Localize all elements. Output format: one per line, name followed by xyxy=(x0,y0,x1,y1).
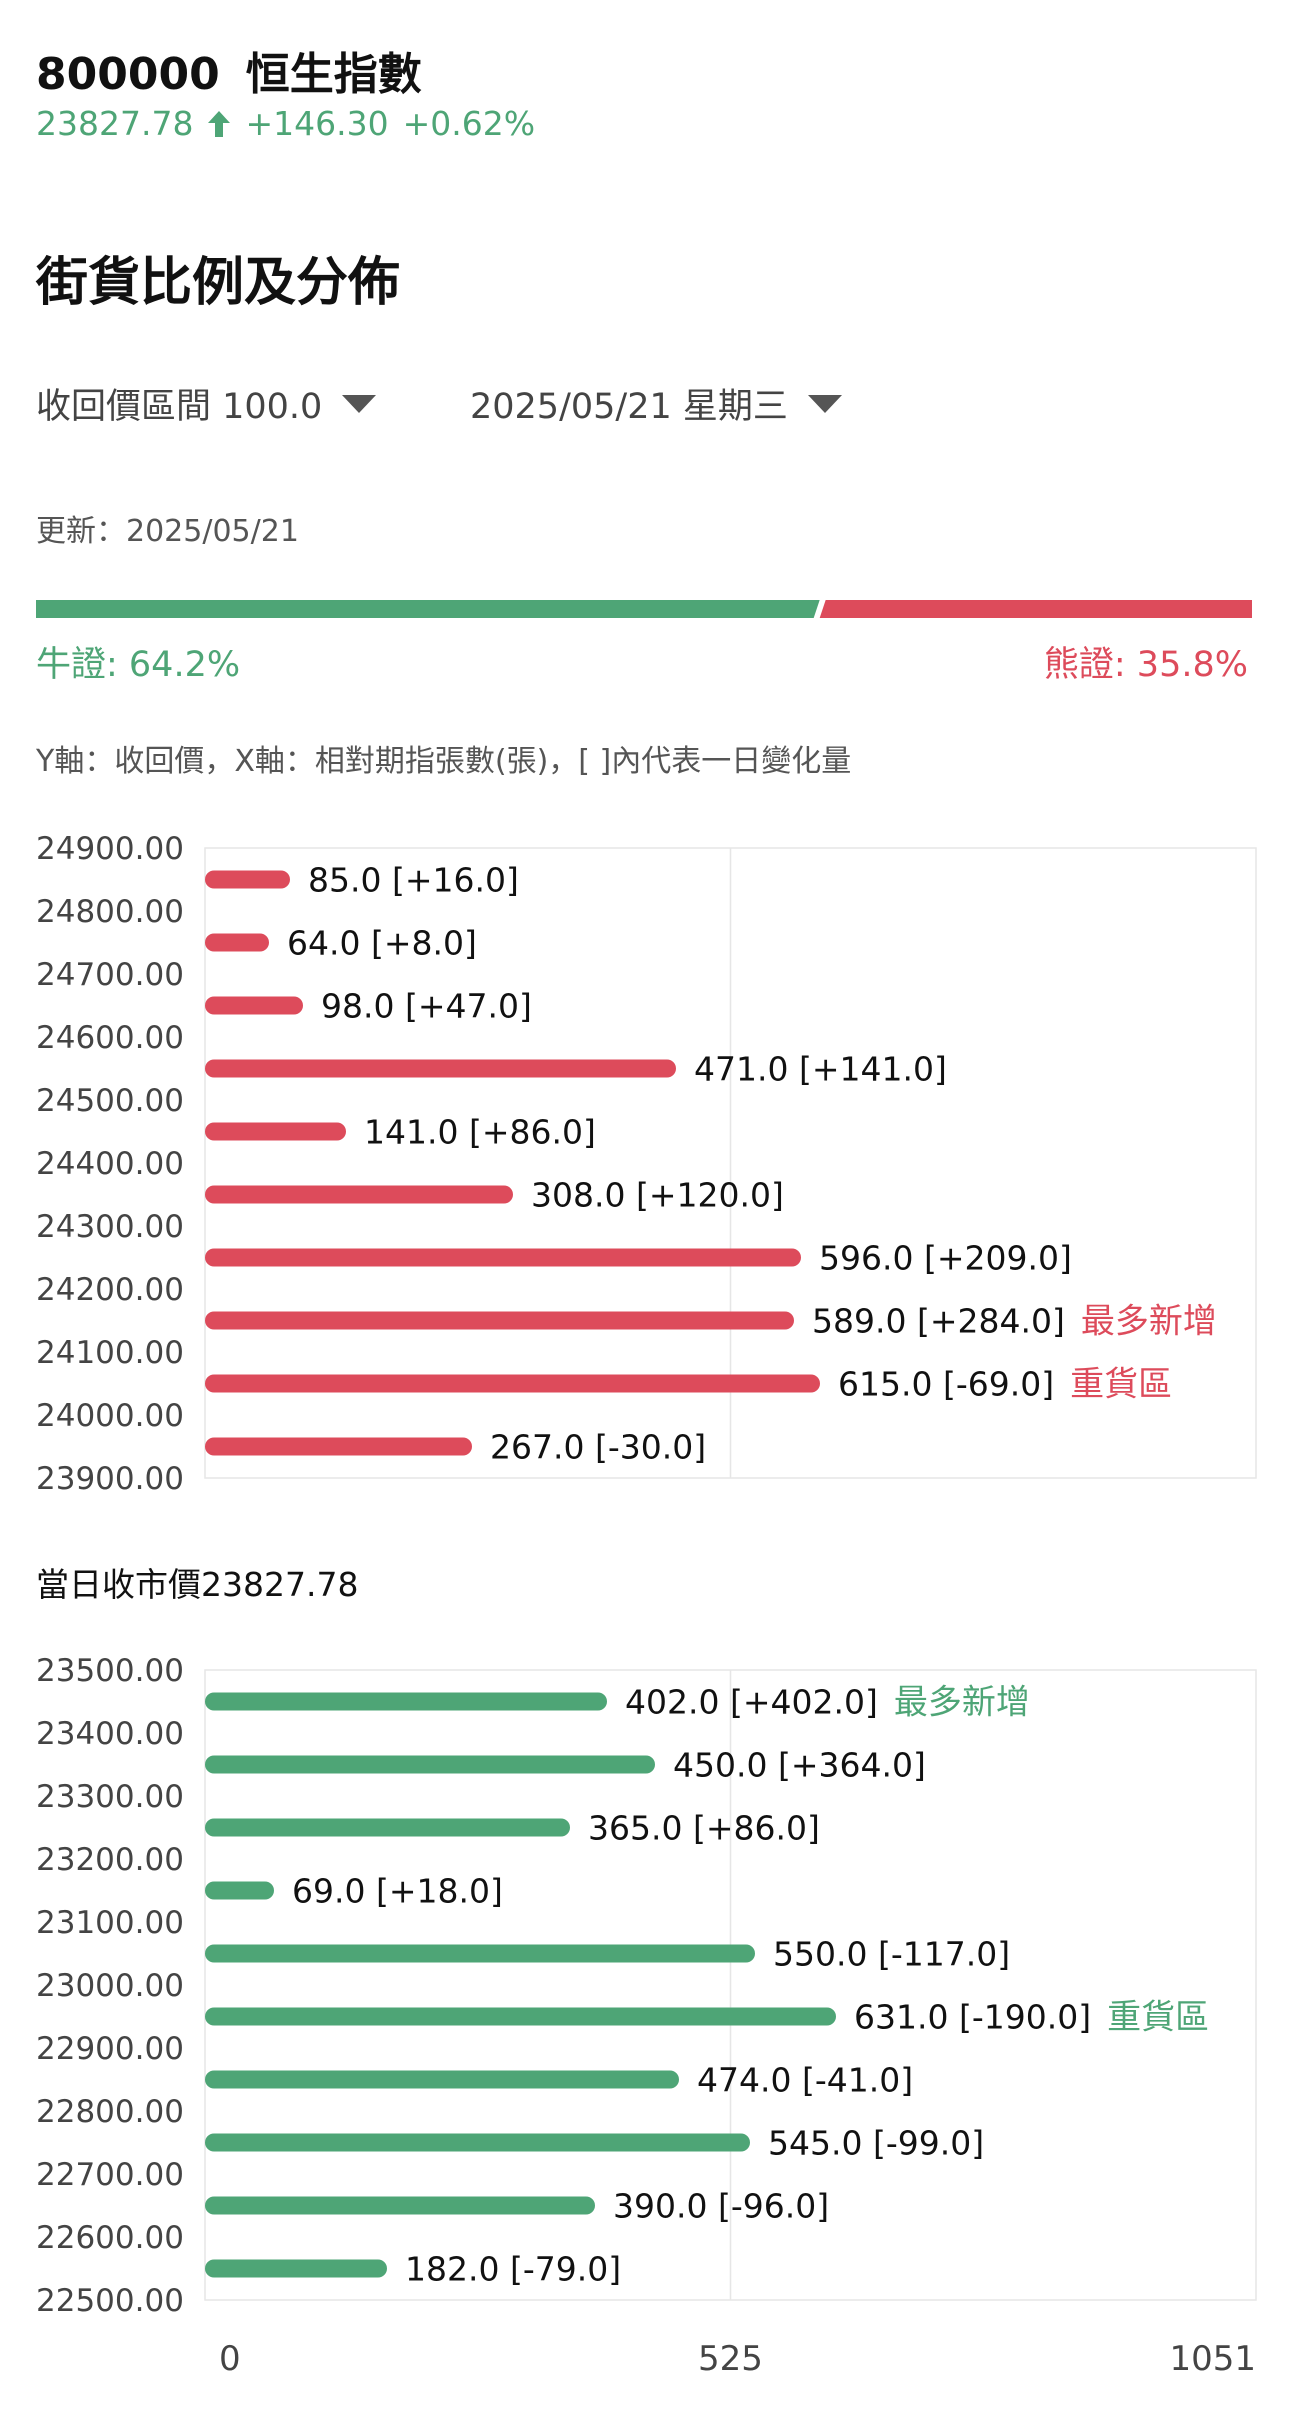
y-tick-label: 24500.00 xyxy=(36,1083,184,1119)
instrument-title: 800000 恒生指數 xyxy=(36,38,448,102)
bull-ratio-segment xyxy=(36,600,820,618)
bar xyxy=(205,1692,607,1711)
bar-value-label: 64.0 [+8.0] xyxy=(287,924,477,963)
caret-down-icon xyxy=(807,394,842,413)
y-tick-label: 23500.00 xyxy=(36,1653,184,1689)
bar-tag-label: 最多新增 xyxy=(894,1683,1030,1723)
bar xyxy=(205,1818,570,1837)
y-tick-label: 24000.00 xyxy=(36,1398,184,1434)
bar-value-label: 85.0 [+16.0] xyxy=(308,861,519,900)
bear-ratio-label: 熊證: 35.8% xyxy=(1043,645,1248,685)
y-tick-label: 23900.00 xyxy=(36,1461,184,1497)
bull-bear-ratio-bar xyxy=(36,600,1252,618)
bar-value-label: 615.0 [-69.0] xyxy=(838,1365,1054,1404)
y-tick-label: 24200.00 xyxy=(36,1272,184,1308)
x-tick-label: 0 xyxy=(219,2339,241,2379)
y-tick-label: 23000.00 xyxy=(36,1968,184,2004)
section-title: 街貨比例及分佈 xyxy=(36,253,401,313)
bar xyxy=(205,1374,820,1393)
bar-tag-label: 重貨區 xyxy=(1107,1998,1209,2038)
y-tick-label: 24700.00 xyxy=(36,957,184,993)
close-price-label: 當日收市價23827.78 xyxy=(36,1565,359,1604)
price-change: +146.30 xyxy=(245,104,389,143)
y-tick-label: 24300.00 xyxy=(36,1209,184,1245)
x-tick-label: 1051 xyxy=(1169,2339,1256,2379)
date-dropdown[interactable]: 2025/05/21 星期三 xyxy=(470,378,842,429)
bar-value-label: 390.0 [-96.0] xyxy=(613,2187,829,2226)
range-dropdown-label: 收回價區間 100.0 xyxy=(36,387,323,427)
bar xyxy=(205,2070,679,2089)
y-tick-label: 23200.00 xyxy=(36,1842,184,1878)
bar-value-label: 631.0 [-190.0] xyxy=(854,1998,1091,2037)
bar-value-label: 471.0 [+141.0] xyxy=(694,1050,947,1089)
bar-value-label: 365.0 [+86.0] xyxy=(588,1809,820,1848)
bar xyxy=(205,1059,676,1078)
bar-tag-label: 最多新增 xyxy=(1081,1302,1217,1342)
bar-value-label: 550.0 [-117.0] xyxy=(773,1935,1010,1974)
y-tick-label: 23100.00 xyxy=(36,1905,184,1941)
bar-value-label: 474.0 [-41.0] xyxy=(697,2061,913,2100)
bar xyxy=(205,2007,836,2026)
bar-tag-label: 重貨區 xyxy=(1070,1365,1172,1405)
bar-value-label: 450.0 [+364.0] xyxy=(673,1746,926,1785)
bar xyxy=(205,2133,750,2152)
bar xyxy=(205,2259,387,2278)
quote-row: 23827.78 +146.30 +0.62% xyxy=(36,104,535,143)
update-date: 更新：2025/05/21 xyxy=(36,514,299,549)
bar xyxy=(205,1437,472,1456)
bar-value-label: 545.0 [-99.0] xyxy=(768,2124,984,2163)
y-tick-label: 24600.00 xyxy=(36,1020,184,1056)
range-dropdown[interactable]: 收回價區間 100.0 xyxy=(36,378,377,429)
bar-value-label: 402.0 [+402.0] xyxy=(625,1683,878,1722)
y-tick-label: 24900.00 xyxy=(36,831,184,867)
y-tick-label: 22900.00 xyxy=(36,2031,184,2067)
bar xyxy=(205,933,269,952)
arrow-up-icon xyxy=(207,110,231,138)
date-dropdown-label: 2025/05/21 星期三 xyxy=(470,387,788,427)
bear-ratio-segment xyxy=(819,600,1252,618)
axis-note: Y軸：收回價，X軸：相對期指張數(張)，[ ]內代表一日變化量 xyxy=(36,744,852,779)
bar xyxy=(205,1881,274,1900)
bar-value-label: 308.0 [+120.0] xyxy=(531,1176,784,1215)
y-tick-label: 22700.00 xyxy=(36,2157,184,2193)
instrument-code: 800000 xyxy=(36,49,220,100)
y-tick-label: 23400.00 xyxy=(36,1716,184,1752)
bar xyxy=(205,1755,655,1774)
instrument-name: 恒生指數 xyxy=(245,49,422,100)
last-price: 23827.78 xyxy=(36,104,194,143)
y-tick-label: 22800.00 xyxy=(36,2094,184,2130)
bull-ratio-label: 牛證: 64.2% xyxy=(36,645,241,685)
y-tick-label: 23300.00 xyxy=(36,1779,184,1815)
bar xyxy=(205,996,303,1015)
bar xyxy=(205,1185,513,1204)
bar xyxy=(205,2196,595,2215)
y-tick-label: 24800.00 xyxy=(36,894,184,930)
y-tick-label: 24400.00 xyxy=(36,1146,184,1182)
price-change-pct: +0.62% xyxy=(402,104,536,143)
bar-value-label: 596.0 [+209.0] xyxy=(819,1239,1072,1278)
bar-value-label: 182.0 [-79.0] xyxy=(405,2250,621,2289)
bar xyxy=(205,1248,801,1267)
y-tick-label: 22500.00 xyxy=(36,2283,184,2319)
bar xyxy=(205,1944,755,1963)
bar-value-label: 141.0 [+86.0] xyxy=(364,1113,596,1152)
bar-value-label: 589.0 [+284.0] xyxy=(812,1302,1065,1341)
caret-down-icon xyxy=(342,394,377,413)
bar xyxy=(205,1311,794,1330)
y-tick-label: 24100.00 xyxy=(36,1335,184,1371)
bar-value-label: 267.0 [-30.0] xyxy=(490,1428,706,1467)
bar xyxy=(205,870,290,889)
bar-value-label: 69.0 [+18.0] xyxy=(292,1872,503,1911)
bar xyxy=(205,1122,346,1141)
y-tick-label: 22600.00 xyxy=(36,2220,184,2256)
bar-value-label: 98.0 [+47.0] xyxy=(321,987,532,1026)
x-tick-label: 525 xyxy=(698,2339,763,2379)
